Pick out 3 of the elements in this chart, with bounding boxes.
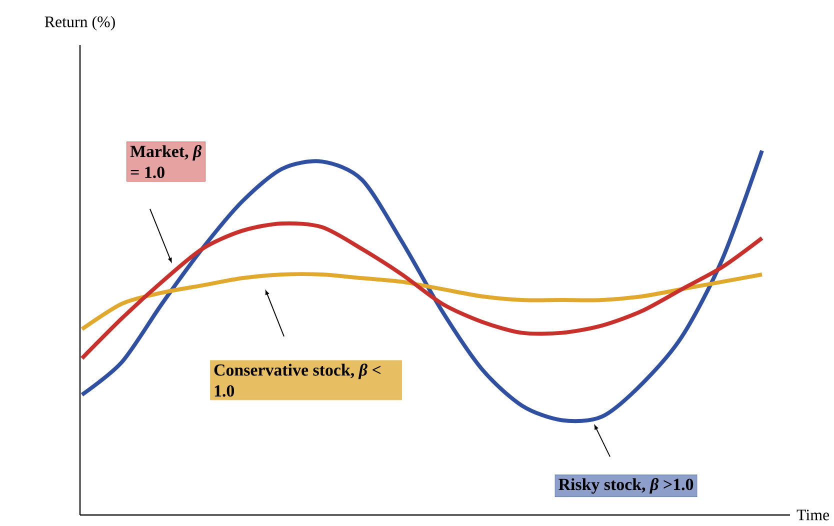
text: Return (%) xyxy=(44,16,115,30)
legend-label: Risky stock, β >1.0 xyxy=(558,478,694,494)
x-axis-title: Time xyxy=(796,510,830,520)
